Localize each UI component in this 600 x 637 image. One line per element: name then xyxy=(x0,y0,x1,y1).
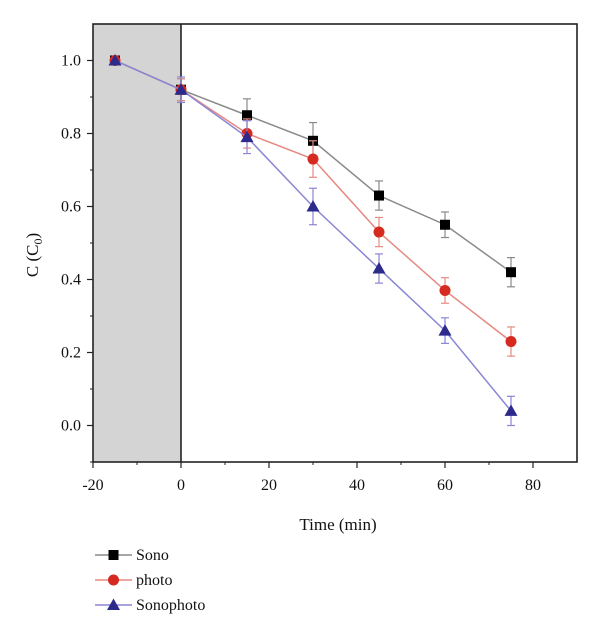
legend-label: Sono xyxy=(136,547,169,564)
x-axis-title: Time (min) xyxy=(299,515,376,534)
legend-label: photo xyxy=(136,572,172,589)
y-tick-label: 0.0 xyxy=(61,418,81,435)
y-tick-label: 1.0 xyxy=(61,53,81,70)
x-tick-label: 20 xyxy=(261,477,277,494)
data-point xyxy=(373,226,385,238)
data-point xyxy=(240,130,254,143)
y-tick-label: 0.2 xyxy=(61,345,81,362)
data-point xyxy=(438,324,452,336)
data-point xyxy=(372,262,386,274)
y-axis-title-close: ) xyxy=(23,233,42,239)
x-tick-label: 60 xyxy=(437,477,453,494)
legend-item-photo: photo xyxy=(95,572,172,589)
data-point xyxy=(440,219,450,230)
data-point xyxy=(174,83,188,95)
legend-marker xyxy=(108,550,119,560)
shaded-dark-period xyxy=(93,24,182,462)
plot-series xyxy=(108,54,518,427)
y-tick-label: 0.8 xyxy=(61,126,81,143)
x-tick-label: 80 xyxy=(525,477,541,494)
data-point xyxy=(505,336,517,348)
y-tick-label: 0.4 xyxy=(61,272,81,289)
data-point xyxy=(439,284,451,296)
x-tick-label: 0 xyxy=(177,477,185,494)
x-tick-label: 40 xyxy=(349,477,365,494)
legend-marker xyxy=(107,598,120,610)
legend-marker xyxy=(108,574,119,586)
data-point xyxy=(108,54,122,66)
data-point xyxy=(374,190,384,201)
y-tick-label: 0.6 xyxy=(61,199,81,216)
legend-item-sonophoto: Sonophoto xyxy=(95,597,205,614)
x-tick-label: -20 xyxy=(82,477,103,494)
data-point xyxy=(504,404,518,416)
data-point xyxy=(242,110,252,121)
legend-label: Sonophoto xyxy=(136,597,205,614)
y-axis-title-subscript: 0 xyxy=(31,239,45,245)
data-point xyxy=(306,200,320,212)
series-sonophoto xyxy=(108,54,518,427)
shaded-region xyxy=(93,24,181,462)
axis-ticks: -20 0 20 40 60 80 0.0 0.2 0.4 0.6 0.8 1.0 xyxy=(61,53,541,495)
y-axis-title-main: C (C xyxy=(23,245,42,278)
legend-item-sono: Sono xyxy=(95,547,169,564)
y-axis-title: C (C0) xyxy=(23,233,45,277)
data-point xyxy=(506,267,516,278)
data-point xyxy=(307,153,319,165)
